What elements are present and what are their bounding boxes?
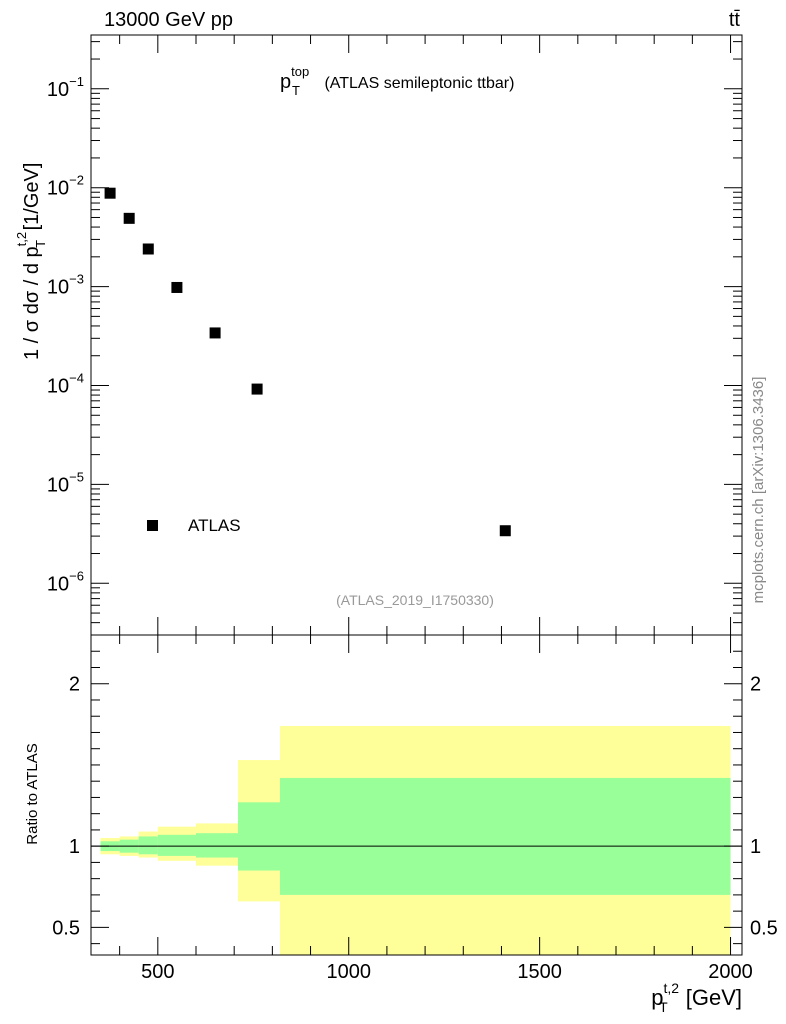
title-p: p xyxy=(280,71,291,93)
inner-band-2 xyxy=(138,836,158,855)
ratio-bands xyxy=(100,725,731,955)
ratio-ytick-label-2: 0.5 xyxy=(52,917,80,939)
legend-label: ATLAS xyxy=(188,516,241,535)
data-point-6 xyxy=(499,525,511,537)
process-label: tt̄ xyxy=(729,9,741,31)
ratio-panel-frame xyxy=(90,634,743,956)
inner-band-3 xyxy=(157,834,196,856)
title-sup: top xyxy=(291,64,309,79)
top-panel-title: ptop T (ATLAS semileptonic ttbar) xyxy=(280,64,514,98)
ratio-y-axis: 2 2 1 1 0.5 0.5 xyxy=(52,650,778,945)
top-ytick-label-0: 10−1 xyxy=(47,74,84,101)
xtick-label-2: 1500 xyxy=(517,961,562,983)
legend-marker xyxy=(147,520,158,531)
x-axis: 500 1000 1500 2000 xyxy=(119,35,753,983)
top-ytick-label-5: 10−6 xyxy=(47,568,84,595)
top-ytick-label-2: 10−3 xyxy=(47,272,84,299)
top-y-axis: 10−1 10−2 10−3 10−4 10−5 10−6 xyxy=(47,41,742,636)
analysis-id: (ATLAS_2019_I1750330) xyxy=(336,592,494,608)
ratio-ytick-label-1: 1 xyxy=(69,836,80,858)
top-ytick-label-3: 10−4 xyxy=(47,370,84,397)
xtick-label-3: 2000 xyxy=(708,961,753,983)
top-panel-frame xyxy=(90,34,743,636)
x-axis-label: pt,2 T [GeV] xyxy=(651,980,742,1015)
ratio-ytick-label-right-0: 2 xyxy=(750,674,761,696)
title-rest: (ATLAS semileptonic ttbar) xyxy=(320,75,514,92)
top-ytick-label-1: 10−2 xyxy=(47,173,84,200)
data-point-4 xyxy=(209,327,221,339)
side-label: mcplots.cern.ch [arXiv:1306.3436] xyxy=(750,377,767,604)
data-point-5 xyxy=(251,383,263,395)
ratio-ytick-label-right-2: 0.5 xyxy=(750,917,778,939)
inner-band-6 xyxy=(280,777,731,895)
data-point-1 xyxy=(123,212,135,224)
data-points xyxy=(104,187,511,537)
top-ytick-label-4: 10−5 xyxy=(47,469,84,496)
inner-band-5 xyxy=(238,802,280,871)
inner-band-4 xyxy=(196,833,238,858)
ratio-ytick-label-0: 2 xyxy=(69,674,80,696)
title-sub: T xyxy=(292,83,300,98)
xtick-label-0: 500 xyxy=(141,961,174,983)
ratio-ytick-label-right-1: 1 xyxy=(750,836,761,858)
data-point-2 xyxy=(142,243,154,255)
ratio-y-label: Ratio to ATLAS xyxy=(24,743,41,844)
xtick-label-1: 1000 xyxy=(326,961,371,983)
top-y-label: 1 / σ dσ / d pt,2 T [1/GeV] xyxy=(14,163,48,360)
data-point-3 xyxy=(171,281,183,293)
data-point-0 xyxy=(104,187,116,199)
energy-label: 13000 GeV pp xyxy=(104,9,233,31)
